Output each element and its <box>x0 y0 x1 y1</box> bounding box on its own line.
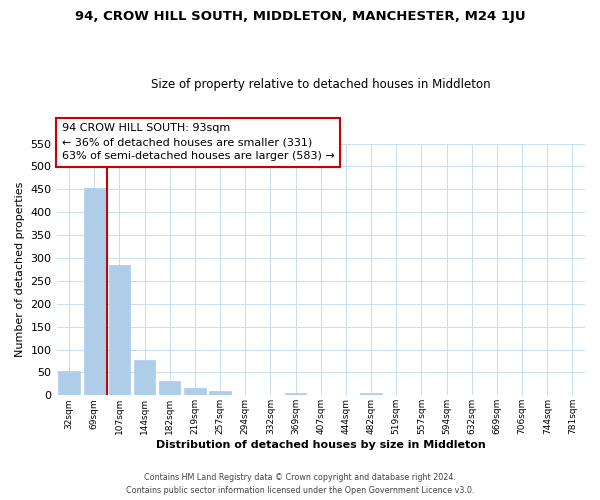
Title: Size of property relative to detached houses in Middleton: Size of property relative to detached ho… <box>151 78 491 91</box>
Text: Contains HM Land Registry data © Crown copyright and database right 2024.
Contai: Contains HM Land Registry data © Crown c… <box>126 473 474 495</box>
Bar <box>83 188 105 396</box>
Text: 94, CROW HILL SOUTH, MIDDLETON, MANCHESTER, M24 1JU: 94, CROW HILL SOUTH, MIDDLETON, MANCHEST… <box>74 10 526 23</box>
Bar <box>109 265 130 396</box>
Bar <box>58 371 80 396</box>
Bar <box>209 391 231 396</box>
Bar <box>159 380 181 396</box>
Bar <box>184 388 206 396</box>
Y-axis label: Number of detached properties: Number of detached properties <box>15 182 25 357</box>
Bar <box>361 394 382 396</box>
Text: 94 CROW HILL SOUTH: 93sqm
← 36% of detached houses are smaller (331)
63% of semi: 94 CROW HILL SOUTH: 93sqm ← 36% of detac… <box>62 124 335 162</box>
X-axis label: Distribution of detached houses by size in Middleton: Distribution of detached houses by size … <box>156 440 485 450</box>
Bar <box>285 392 307 396</box>
Bar <box>134 360 155 396</box>
